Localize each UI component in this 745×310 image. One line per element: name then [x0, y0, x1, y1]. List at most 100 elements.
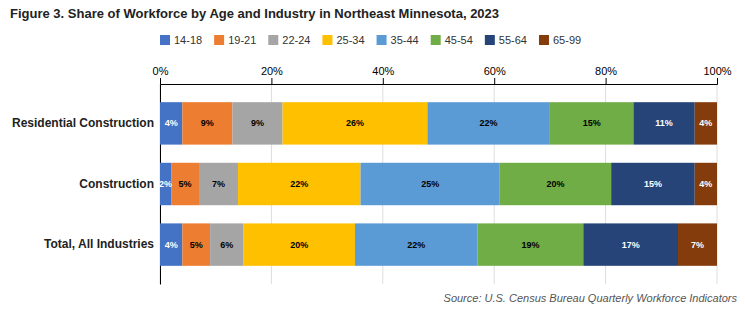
- legend-item: 14-18: [160, 34, 202, 46]
- bar-segment: [500, 163, 611, 205]
- data-label: 4%: [165, 118, 178, 128]
- bar-segment: [244, 223, 355, 265]
- bar-segment: [199, 163, 238, 205]
- data-label: 4%: [699, 118, 712, 128]
- data-label: 25%: [421, 179, 439, 189]
- x-tick-mark: [271, 78, 272, 84]
- data-label: 15%: [583, 118, 601, 128]
- data-label: 9%: [201, 118, 214, 128]
- legend-label: 45-54: [445, 34, 473, 46]
- bar-segment: [583, 223, 678, 265]
- y-tick: Total, All Industries: [44, 237, 154, 251]
- bar-segment: [182, 102, 232, 144]
- data-label: 9%: [251, 118, 264, 128]
- data-label: 20%: [546, 179, 564, 189]
- bar-segment: [633, 102, 694, 144]
- y-tick-label: Total, All Industries: [44, 237, 154, 251]
- x-tick-mark: [494, 78, 495, 84]
- bar-segment: [160, 102, 182, 144]
- bar-segment: [477, 223, 583, 265]
- legend-item: 25-34: [322, 34, 364, 46]
- data-label: 4%: [699, 179, 712, 189]
- legend-item: 45-54: [431, 34, 473, 46]
- legend-label: 22-24: [282, 34, 310, 46]
- legend-label: 19-21: [228, 34, 256, 46]
- bars: [160, 102, 717, 266]
- legend-label: 25-34: [336, 34, 364, 46]
- legend-item: 19-21: [214, 34, 256, 46]
- legend-label: 65-99: [553, 34, 581, 46]
- data-label: 11%: [655, 118, 673, 128]
- x-tick-mark: [717, 78, 718, 84]
- x-axis: 0% 20% 40% 60% 80% 100%: [153, 65, 732, 85]
- x-tick: 20%: [261, 65, 283, 84]
- chart: Figure 3. Share of Workforce by Age and …: [0, 0, 745, 310]
- bar-segment: [361, 163, 500, 205]
- legend-item: 22-24: [268, 34, 310, 46]
- y-tick: Residential Construction: [12, 116, 154, 130]
- bar-segment: [238, 163, 361, 205]
- data-label: 19%: [521, 240, 539, 250]
- legend-item: 35-44: [377, 34, 419, 46]
- legend: 14-18 19-21 22-24 25-34 35-44 45-54 55-64 65-99: [160, 34, 581, 46]
- x-tick-mark: [160, 78, 161, 84]
- x-tick: 100%: [703, 65, 731, 84]
- x-tick: 0%: [153, 65, 169, 84]
- x-axis-line: [161, 78, 718, 85]
- bar-segment: [160, 163, 171, 205]
- legend-item: 55-64: [485, 34, 527, 46]
- x-tick: 60%: [484, 65, 506, 84]
- data-label: 7%: [691, 240, 704, 250]
- x-tick: 40%: [372, 65, 394, 84]
- data-label: 7%: [212, 179, 225, 189]
- bar-segment: [427, 102, 550, 144]
- legend-swatch: [322, 35, 332, 45]
- data-label: 15%: [644, 179, 662, 189]
- data-label: 20%: [290, 240, 308, 250]
- x-tick-mark: [606, 78, 607, 84]
- legend-item: 65-99: [539, 34, 581, 46]
- y-tick-label: Residential Construction: [12, 116, 154, 130]
- x-tick-label: 80%: [595, 65, 617, 77]
- data-label: 5%: [179, 179, 192, 189]
- x-tick-label: 40%: [372, 65, 394, 77]
- x-tick-label: 20%: [261, 65, 283, 77]
- data-label: 4%: [165, 240, 178, 250]
- legend-label: 14-18: [174, 34, 202, 46]
- legend-swatch: [268, 35, 278, 45]
- bar-segment: [678, 223, 717, 265]
- data-label: 6%: [220, 240, 233, 250]
- x-tick-label: 0%: [153, 65, 169, 77]
- bar-segment: [695, 102, 717, 144]
- legend-swatch: [214, 35, 224, 45]
- data-labels: 4%2%4%9%5%5%9%7%6%26%22%20%22%25%22%15%2…: [159, 118, 712, 249]
- legend-swatch: [539, 35, 549, 45]
- grid: [160, 84, 717, 284]
- data-label: 26%: [346, 118, 364, 128]
- data-label: 22%: [290, 179, 308, 189]
- legend-swatch: [485, 35, 495, 45]
- y-axis: Residential Construction Construction Tota…: [12, 85, 161, 285]
- data-label: 17%: [622, 240, 640, 250]
- bar-segment: [611, 163, 695, 205]
- x-tick-label: 100%: [703, 65, 731, 77]
- data-label: 2%: [159, 179, 172, 189]
- data-label: 22%: [407, 240, 425, 250]
- y-tick: Construction: [79, 177, 154, 191]
- bar-segment: [695, 163, 717, 205]
- x-tick-mark: [383, 78, 384, 84]
- bar-segment: [232, 102, 282, 144]
- bar-segment: [283, 102, 428, 144]
- x-tick: 80%: [595, 65, 617, 84]
- series: [678, 102, 717, 266]
- bar-segment: [171, 163, 199, 205]
- title: Figure 3. Share of Workforce by Age and …: [10, 6, 499, 21]
- legend-swatch: [431, 35, 441, 45]
- y-tick-label: Construction: [79, 177, 154, 191]
- bar-segment: [355, 223, 478, 265]
- data-label: 5%: [190, 240, 203, 250]
- bar-segment: [210, 223, 243, 265]
- legend-label: 35-44: [391, 34, 419, 46]
- annotation: Source: U.S. Census Bureau Quarterly Wor…: [444, 292, 738, 304]
- bar-segment: [550, 102, 634, 144]
